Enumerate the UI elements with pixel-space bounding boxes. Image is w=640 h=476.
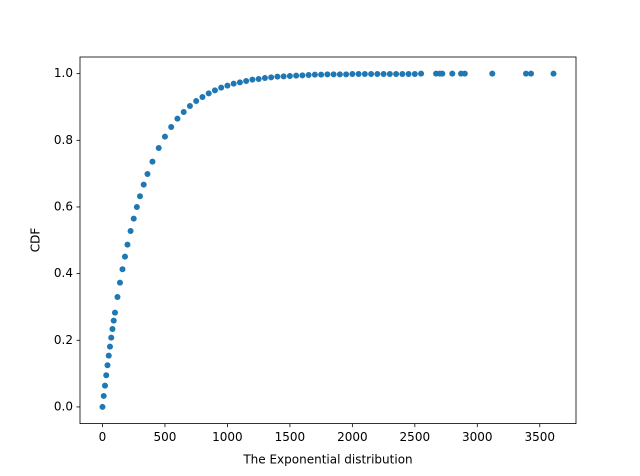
- point: [405, 70, 412, 77]
- y-tick-label: 1.0: [54, 66, 73, 80]
- point: [305, 71, 312, 78]
- point: [230, 80, 237, 87]
- point: [211, 87, 218, 94]
- x-tick-label: 2500: [400, 430, 431, 444]
- point: [149, 158, 156, 165]
- point: [343, 71, 350, 78]
- point: [368, 70, 375, 77]
- x-tick-label: 1000: [212, 430, 243, 444]
- point: [104, 362, 111, 369]
- point: [236, 79, 243, 86]
- point: [193, 97, 200, 104]
- point: [127, 227, 134, 234]
- point: [140, 181, 147, 188]
- point: [523, 70, 530, 77]
- point: [336, 71, 343, 78]
- point: [399, 70, 406, 77]
- point: [103, 372, 110, 379]
- point: [144, 170, 151, 177]
- point: [249, 76, 256, 83]
- x-tick-label: 3000: [462, 430, 493, 444]
- axes-frame: [79, 56, 577, 425]
- point: [361, 70, 368, 77]
- point: [110, 317, 117, 324]
- point: [100, 392, 107, 399]
- point: [114, 293, 121, 300]
- point: [299, 72, 306, 79]
- point: [280, 73, 287, 80]
- point: [121, 253, 128, 260]
- y-tick-label: 0.0: [54, 399, 73, 413]
- point: [109, 325, 116, 332]
- point: [386, 70, 393, 77]
- x-axis-label: The Exponential distribution: [242, 453, 412, 467]
- point: [155, 144, 162, 151]
- point: [99, 403, 106, 410]
- x-tick-label: 3500: [524, 430, 555, 444]
- point: [449, 70, 456, 77]
- point: [318, 71, 325, 78]
- point: [133, 203, 140, 210]
- point: [199, 93, 206, 100]
- point: [330, 71, 337, 78]
- point: [286, 72, 293, 79]
- point: [380, 70, 387, 77]
- y-axis-label: CDF: [29, 228, 43, 253]
- point: [119, 266, 126, 273]
- point: [111, 309, 118, 316]
- point: [116, 279, 123, 286]
- point: [243, 77, 250, 84]
- point: [349, 70, 356, 77]
- point: [489, 70, 496, 77]
- x-tick-label: 0: [99, 430, 107, 444]
- point: [108, 334, 115, 341]
- point: [255, 75, 262, 82]
- point: [180, 108, 187, 115]
- point: [293, 72, 300, 79]
- point: [105, 352, 112, 359]
- point: [418, 70, 425, 77]
- point: [186, 102, 193, 109]
- point: [461, 70, 468, 77]
- point: [218, 84, 225, 91]
- y-tick-label: 0.2: [54, 333, 73, 347]
- point: [130, 215, 137, 222]
- point: [374, 70, 381, 77]
- point: [411, 70, 418, 77]
- y-tick-label: 0.4: [54, 266, 73, 280]
- point: [136, 193, 143, 200]
- x-tick-label: 500: [154, 430, 177, 444]
- point: [106, 343, 113, 350]
- point: [324, 71, 331, 78]
- point: [124, 241, 131, 248]
- point: [528, 70, 535, 77]
- point: [261, 74, 268, 81]
- point: [268, 74, 275, 81]
- x-tick-label: 2000: [337, 430, 368, 444]
- point: [161, 133, 168, 140]
- point: [168, 123, 175, 130]
- point: [174, 115, 181, 122]
- y-tick-label: 0.8: [54, 133, 73, 147]
- point: [355, 70, 362, 77]
- point: [311, 71, 318, 78]
- point: [205, 90, 212, 97]
- y-tick-label: 0.6: [54, 199, 73, 213]
- point: [439, 70, 446, 77]
- point: [274, 73, 281, 80]
- point: [550, 70, 557, 77]
- point: [393, 70, 400, 77]
- point: [224, 82, 231, 89]
- x-tick-label: 1500: [275, 430, 306, 444]
- point: [101, 382, 108, 389]
